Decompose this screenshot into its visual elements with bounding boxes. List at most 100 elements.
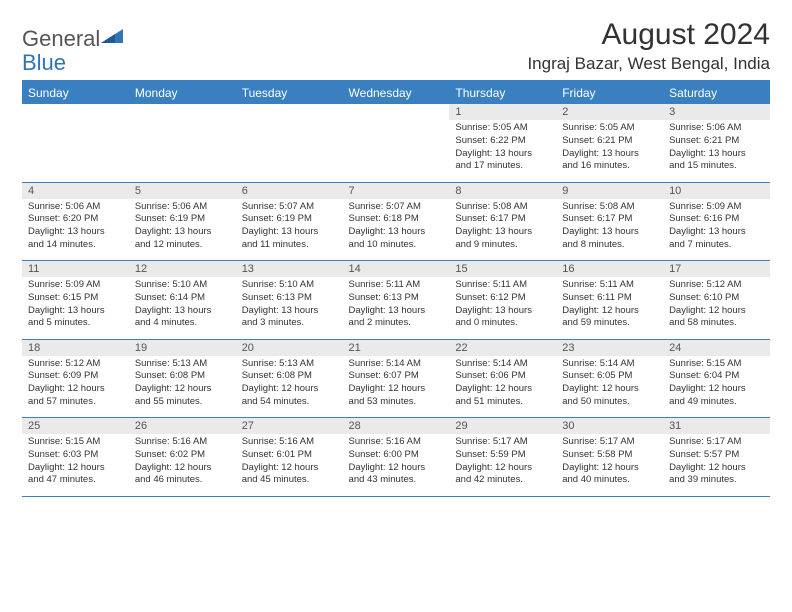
weekday-header: Monday bbox=[129, 82, 236, 104]
sunset-text: Sunset: 6:19 PM bbox=[242, 213, 337, 226]
day-cell: Sunrise: 5:05 AMSunset: 6:22 PMDaylight:… bbox=[449, 120, 556, 182]
day-number: 15 bbox=[449, 261, 556, 278]
sunset-text: Sunset: 6:07 PM bbox=[349, 370, 444, 383]
weekday-header-row: Sunday Monday Tuesday Wednesday Thursday… bbox=[22, 82, 770, 104]
sunset-text: Sunset: 5:58 PM bbox=[562, 449, 657, 462]
sunrise-text: Sunrise: 5:07 AM bbox=[242, 201, 337, 214]
sunrise-text: Sunrise: 5:06 AM bbox=[28, 201, 123, 214]
weekday-header: Saturday bbox=[663, 82, 770, 104]
daylight-text: Daylight: 13 hours and 12 minutes. bbox=[135, 226, 230, 252]
daylight-text: Daylight: 12 hours and 42 minutes. bbox=[455, 462, 550, 488]
day-cell: Sunrise: 5:10 AMSunset: 6:14 PMDaylight:… bbox=[129, 277, 236, 339]
daylight-text: Daylight: 12 hours and 59 minutes. bbox=[562, 305, 657, 331]
daylight-text: Daylight: 13 hours and 16 minutes. bbox=[562, 148, 657, 174]
sunset-text: Sunset: 6:18 PM bbox=[349, 213, 444, 226]
sunset-text: Sunset: 6:12 PM bbox=[455, 292, 550, 305]
sunrise-text: Sunrise: 5:08 AM bbox=[562, 201, 657, 214]
day-cell: Sunrise: 5:08 AMSunset: 6:17 PMDaylight:… bbox=[556, 199, 663, 261]
day-number-row: 45678910 bbox=[22, 182, 770, 199]
day-cell: Sunrise: 5:13 AMSunset: 6:08 PMDaylight:… bbox=[129, 356, 236, 418]
day-number: 28 bbox=[343, 418, 450, 435]
day-cell: Sunrise: 5:15 AMSunset: 6:03 PMDaylight:… bbox=[22, 434, 129, 496]
day-number: 16 bbox=[556, 261, 663, 278]
day-cell: Sunrise: 5:16 AMSunset: 6:01 PMDaylight:… bbox=[236, 434, 343, 496]
sunrise-text: Sunrise: 5:11 AM bbox=[455, 279, 550, 292]
sunrise-text: Sunrise: 5:05 AM bbox=[562, 122, 657, 135]
day-number: 1 bbox=[449, 104, 556, 120]
day-number: 18 bbox=[22, 339, 129, 356]
day-number: 8 bbox=[449, 182, 556, 199]
day-cell: Sunrise: 5:11 AMSunset: 6:11 PMDaylight:… bbox=[556, 277, 663, 339]
sunset-text: Sunset: 6:19 PM bbox=[135, 213, 230, 226]
day-number: 3 bbox=[663, 104, 770, 120]
header: General August 2024 Ingraj Bazar, West B… bbox=[22, 18, 770, 74]
daylight-text: Daylight: 12 hours and 57 minutes. bbox=[28, 383, 123, 409]
sunset-text: Sunset: 6:21 PM bbox=[562, 135, 657, 148]
sunset-text: Sunset: 6:17 PM bbox=[455, 213, 550, 226]
daylight-text: Daylight: 13 hours and 8 minutes. bbox=[562, 226, 657, 252]
logo-triangle-icon bbox=[101, 27, 123, 45]
logo-text-1: General bbox=[22, 26, 100, 52]
daylight-text: Daylight: 12 hours and 46 minutes. bbox=[135, 462, 230, 488]
day-number: 24 bbox=[663, 339, 770, 356]
day-number: 17 bbox=[663, 261, 770, 278]
day-cell: Sunrise: 5:07 AMSunset: 6:19 PMDaylight:… bbox=[236, 199, 343, 261]
day-number: 10 bbox=[663, 182, 770, 199]
sunrise-text: Sunrise: 5:17 AM bbox=[455, 436, 550, 449]
day-data-row: Sunrise: 5:12 AMSunset: 6:09 PMDaylight:… bbox=[22, 356, 770, 418]
day-number: 13 bbox=[236, 261, 343, 278]
day-number-row: 18192021222324 bbox=[22, 339, 770, 356]
day-cell: Sunrise: 5:06 AMSunset: 6:19 PMDaylight:… bbox=[129, 199, 236, 261]
day-number: 31 bbox=[663, 418, 770, 435]
location: Ingraj Bazar, West Bengal, India bbox=[527, 54, 770, 74]
sunset-text: Sunset: 6:06 PM bbox=[455, 370, 550, 383]
sunrise-text: Sunrise: 5:17 AM bbox=[562, 436, 657, 449]
sunset-text: Sunset: 6:01 PM bbox=[242, 449, 337, 462]
sunset-text: Sunset: 6:04 PM bbox=[669, 370, 764, 383]
weekday-header: Thursday bbox=[449, 82, 556, 104]
sunset-text: Sunset: 5:57 PM bbox=[669, 449, 764, 462]
sunrise-text: Sunrise: 5:17 AM bbox=[669, 436, 764, 449]
sunrise-text: Sunrise: 5:12 AM bbox=[28, 358, 123, 371]
daylight-text: Daylight: 13 hours and 0 minutes. bbox=[455, 305, 550, 331]
day-cell: Sunrise: 5:07 AMSunset: 6:18 PMDaylight:… bbox=[343, 199, 450, 261]
day-number-row: 25262728293031 bbox=[22, 418, 770, 435]
sunrise-text: Sunrise: 5:10 AM bbox=[135, 279, 230, 292]
day-cell: Sunrise: 5:06 AMSunset: 6:20 PMDaylight:… bbox=[22, 199, 129, 261]
daylight-text: Daylight: 13 hours and 4 minutes. bbox=[135, 305, 230, 331]
daylight-text: Daylight: 13 hours and 2 minutes. bbox=[349, 305, 444, 331]
calendar-table: Sunday Monday Tuesday Wednesday Thursday… bbox=[22, 82, 770, 497]
day-cell: Sunrise: 5:17 AMSunset: 5:57 PMDaylight:… bbox=[663, 434, 770, 496]
day-cell: Sunrise: 5:17 AMSunset: 5:58 PMDaylight:… bbox=[556, 434, 663, 496]
day-number: 29 bbox=[449, 418, 556, 435]
sunset-text: Sunset: 6:13 PM bbox=[349, 292, 444, 305]
day-cell: Sunrise: 5:12 AMSunset: 6:10 PMDaylight:… bbox=[663, 277, 770, 339]
daylight-text: Daylight: 12 hours and 53 minutes. bbox=[349, 383, 444, 409]
day-number: 14 bbox=[343, 261, 450, 278]
daylight-text: Daylight: 13 hours and 7 minutes. bbox=[669, 226, 764, 252]
day-cell: Sunrise: 5:14 AMSunset: 6:06 PMDaylight:… bbox=[449, 356, 556, 418]
day-number bbox=[236, 104, 343, 120]
sunrise-text: Sunrise: 5:14 AM bbox=[562, 358, 657, 371]
sunset-text: Sunset: 5:59 PM bbox=[455, 449, 550, 462]
daylight-text: Daylight: 13 hours and 3 minutes. bbox=[242, 305, 337, 331]
sunrise-text: Sunrise: 5:14 AM bbox=[455, 358, 550, 371]
sunrise-text: Sunrise: 5:06 AM bbox=[135, 201, 230, 214]
sunrise-text: Sunrise: 5:12 AM bbox=[669, 279, 764, 292]
daylight-text: Daylight: 13 hours and 11 minutes. bbox=[242, 226, 337, 252]
day-data-row: Sunrise: 5:05 AMSunset: 6:22 PMDaylight:… bbox=[22, 120, 770, 182]
sunset-text: Sunset: 6:17 PM bbox=[562, 213, 657, 226]
sunset-text: Sunset: 6:11 PM bbox=[562, 292, 657, 305]
day-cell: Sunrise: 5:14 AMSunset: 6:05 PMDaylight:… bbox=[556, 356, 663, 418]
weekday-header: Sunday bbox=[22, 82, 129, 104]
day-cell bbox=[129, 120, 236, 182]
daylight-text: Daylight: 12 hours and 54 minutes. bbox=[242, 383, 337, 409]
sunset-text: Sunset: 6:05 PM bbox=[562, 370, 657, 383]
day-number bbox=[343, 104, 450, 120]
day-cell: Sunrise: 5:08 AMSunset: 6:17 PMDaylight:… bbox=[449, 199, 556, 261]
day-cell: Sunrise: 5:16 AMSunset: 6:00 PMDaylight:… bbox=[343, 434, 450, 496]
sunrise-text: Sunrise: 5:11 AM bbox=[349, 279, 444, 292]
day-cell: Sunrise: 5:17 AMSunset: 5:59 PMDaylight:… bbox=[449, 434, 556, 496]
weekday-header: Friday bbox=[556, 82, 663, 104]
day-cell bbox=[236, 120, 343, 182]
